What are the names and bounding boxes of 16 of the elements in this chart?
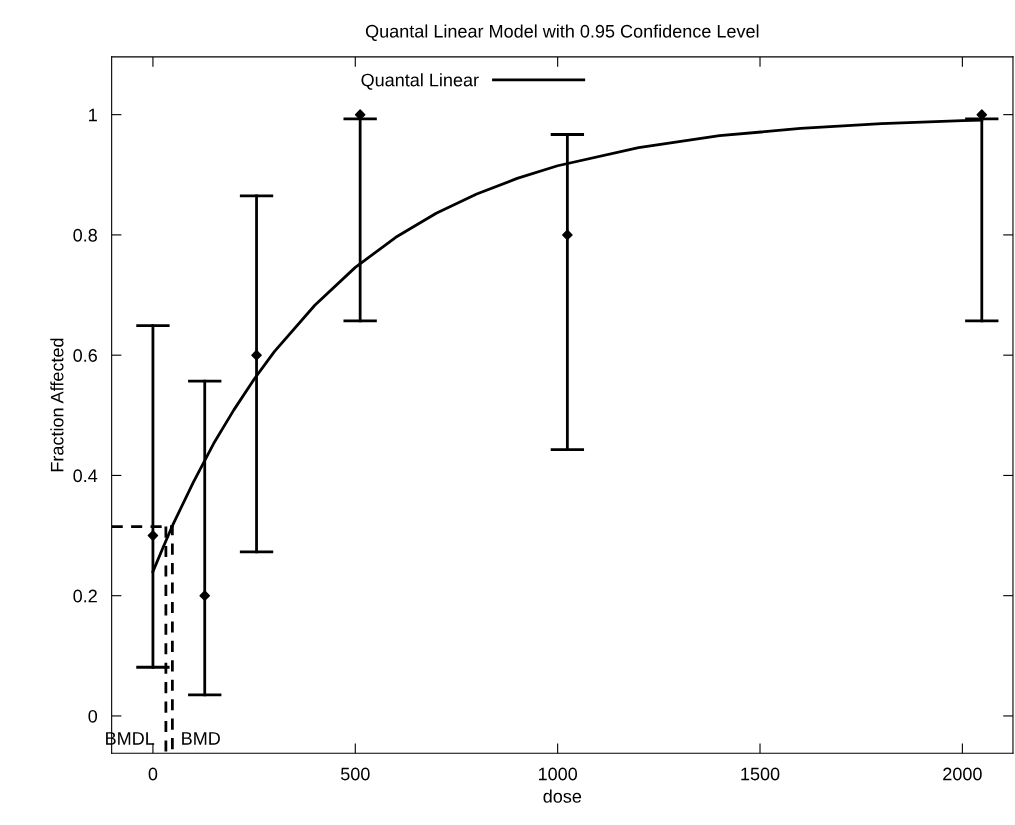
y-tick-label: 0 (88, 709, 98, 723)
y-axis-title: Fraction Affected (50, 338, 64, 472)
legend-label: Quantal Linear (361, 73, 479, 90)
x-tick-label: 0 (148, 767, 158, 781)
x-axis-title: dose (543, 789, 582, 803)
x-tick-label: 1000 (538, 767, 578, 781)
y-tick-label: 0.8 (73, 228, 97, 242)
x-tick-label: 1500 (741, 767, 780, 781)
y-tick-label: 0.4 (73, 469, 98, 483)
x-tick-label: 2000 (943, 767, 982, 781)
y-tick-label: 0.2 (73, 589, 97, 603)
x-tick-label: 500 (340, 767, 370, 781)
y-tick-label: 0.6 (73, 349, 97, 362)
chart-title: Quantal Linear Model with 0.95 Confidence Level (365, 24, 759, 41)
annotation: BMD (182, 732, 220, 745)
y-tick-label: 1 (89, 108, 97, 122)
